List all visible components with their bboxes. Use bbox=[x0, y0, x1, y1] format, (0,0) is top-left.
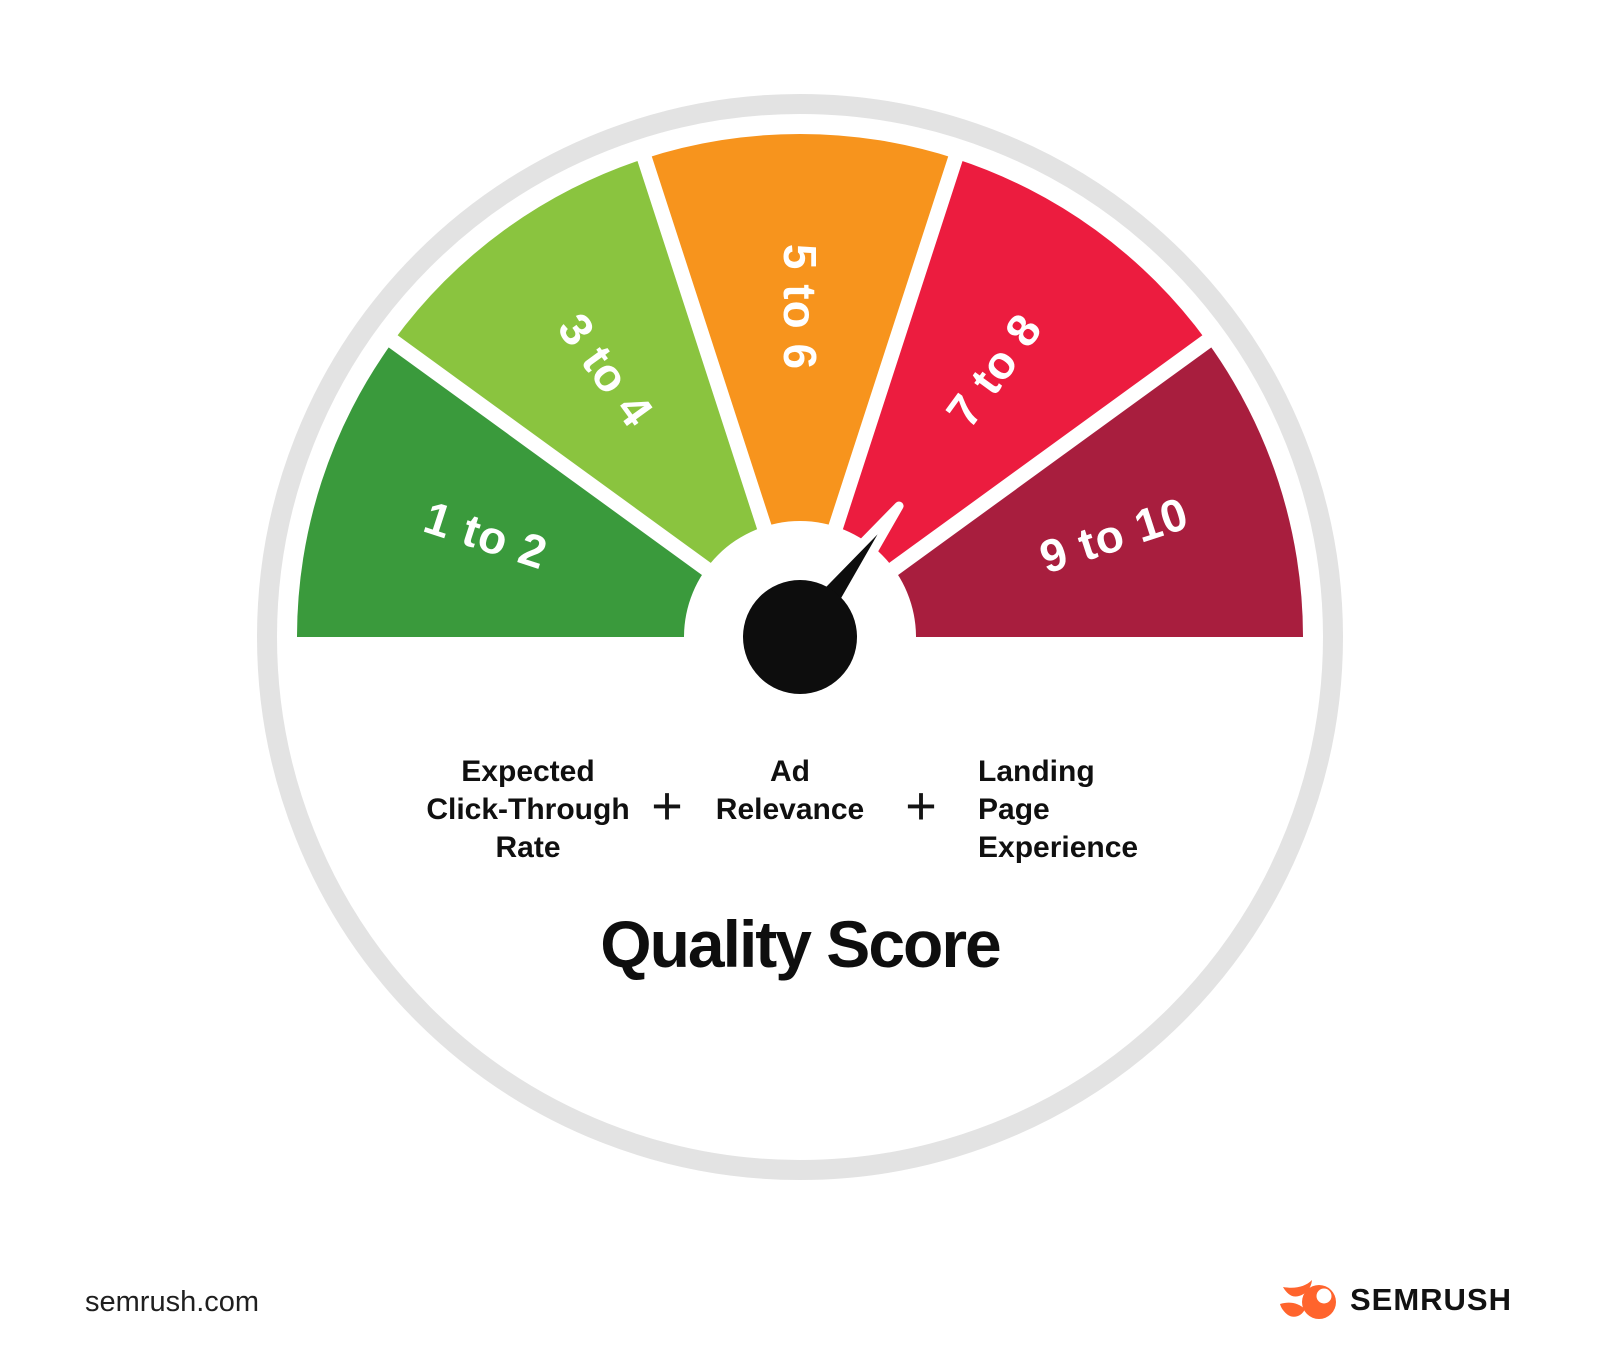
gauge-segment-9-10 bbox=[800, 341, 1303, 637]
plus-operator: + bbox=[651, 776, 683, 836]
formula-expected-ctr: Expected Click-Through Rate bbox=[398, 753, 658, 867]
formula-line: Rate bbox=[495, 831, 561, 864]
quality-score-formula: Expected Click-Through Rate + Ad Relevan… bbox=[0, 753, 1600, 883]
gauge-segment-1-2 bbox=[297, 341, 800, 637]
page-title: Quality Score bbox=[600, 907, 1002, 981]
formula-line: Page bbox=[978, 793, 1050, 826]
formula-line: Relevance bbox=[715, 793, 865, 826]
formula-line: Click-Through bbox=[426, 793, 630, 826]
segment-label-5-6: 5 to 6 bbox=[774, 244, 826, 370]
formula-landing-page: Landing Page Experience bbox=[978, 753, 1198, 867]
brand-wordmark: SEMRUSH bbox=[1349, 1282, 1512, 1317]
gauge-segment-7-8 bbox=[800, 158, 1207, 637]
semrush-logo: SEMRUSH bbox=[1279, 1278, 1512, 1322]
formula-line: Landing bbox=[978, 755, 1095, 788]
semrush-flame-icon bbox=[1279, 1280, 1336, 1319]
formula-ad-relevance: Ad Relevance bbox=[660, 753, 920, 829]
formula-line: Expected bbox=[461, 755, 595, 788]
formula-line: Experience bbox=[978, 831, 1139, 864]
gauge-needle-hub bbox=[743, 580, 857, 694]
website-url: semrush.com bbox=[85, 1286, 260, 1318]
gauge-segment-3-4 bbox=[393, 158, 800, 637]
plus-operator: + bbox=[905, 776, 937, 836]
formula-line: Ad bbox=[770, 755, 810, 788]
gauge-segment-5-6 bbox=[644, 133, 956, 637]
